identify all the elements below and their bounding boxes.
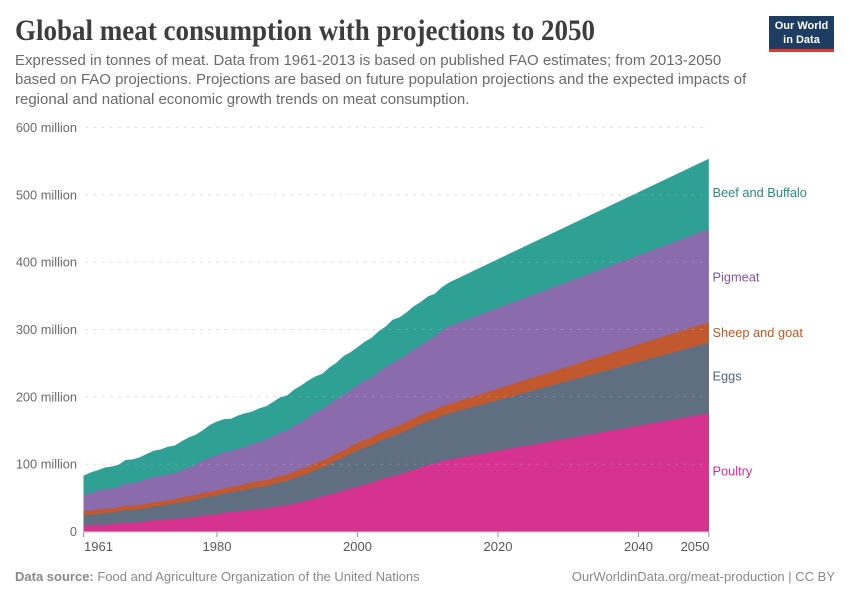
- svg-text:Poultry: Poultry: [713, 464, 753, 479]
- svg-text:300 million: 300 million: [16, 322, 77, 337]
- svg-text:2050: 2050: [681, 539, 710, 554]
- svg-text:2000: 2000: [343, 539, 372, 554]
- svg-text:400 million: 400 million: [16, 255, 77, 270]
- svg-text:Beef and Buffalo: Beef and Buffalo: [713, 185, 807, 200]
- svg-text:Eggs: Eggs: [713, 369, 742, 384]
- svg-text:Pigmeat: Pigmeat: [713, 270, 760, 285]
- svg-text:1980: 1980: [203, 539, 232, 554]
- svg-text:600 million: 600 million: [16, 120, 77, 135]
- svg-text:2040: 2040: [624, 539, 653, 554]
- svg-text:Sheep and goat: Sheep and goat: [713, 325, 804, 340]
- svg-text:500 million: 500 million: [16, 187, 77, 202]
- svg-text:0: 0: [70, 524, 77, 539]
- svg-text:1961: 1961: [84, 539, 113, 554]
- svg-text:100 million: 100 million: [16, 457, 77, 472]
- svg-text:200 million: 200 million: [16, 389, 77, 404]
- svg-text:2020: 2020: [484, 539, 513, 554]
